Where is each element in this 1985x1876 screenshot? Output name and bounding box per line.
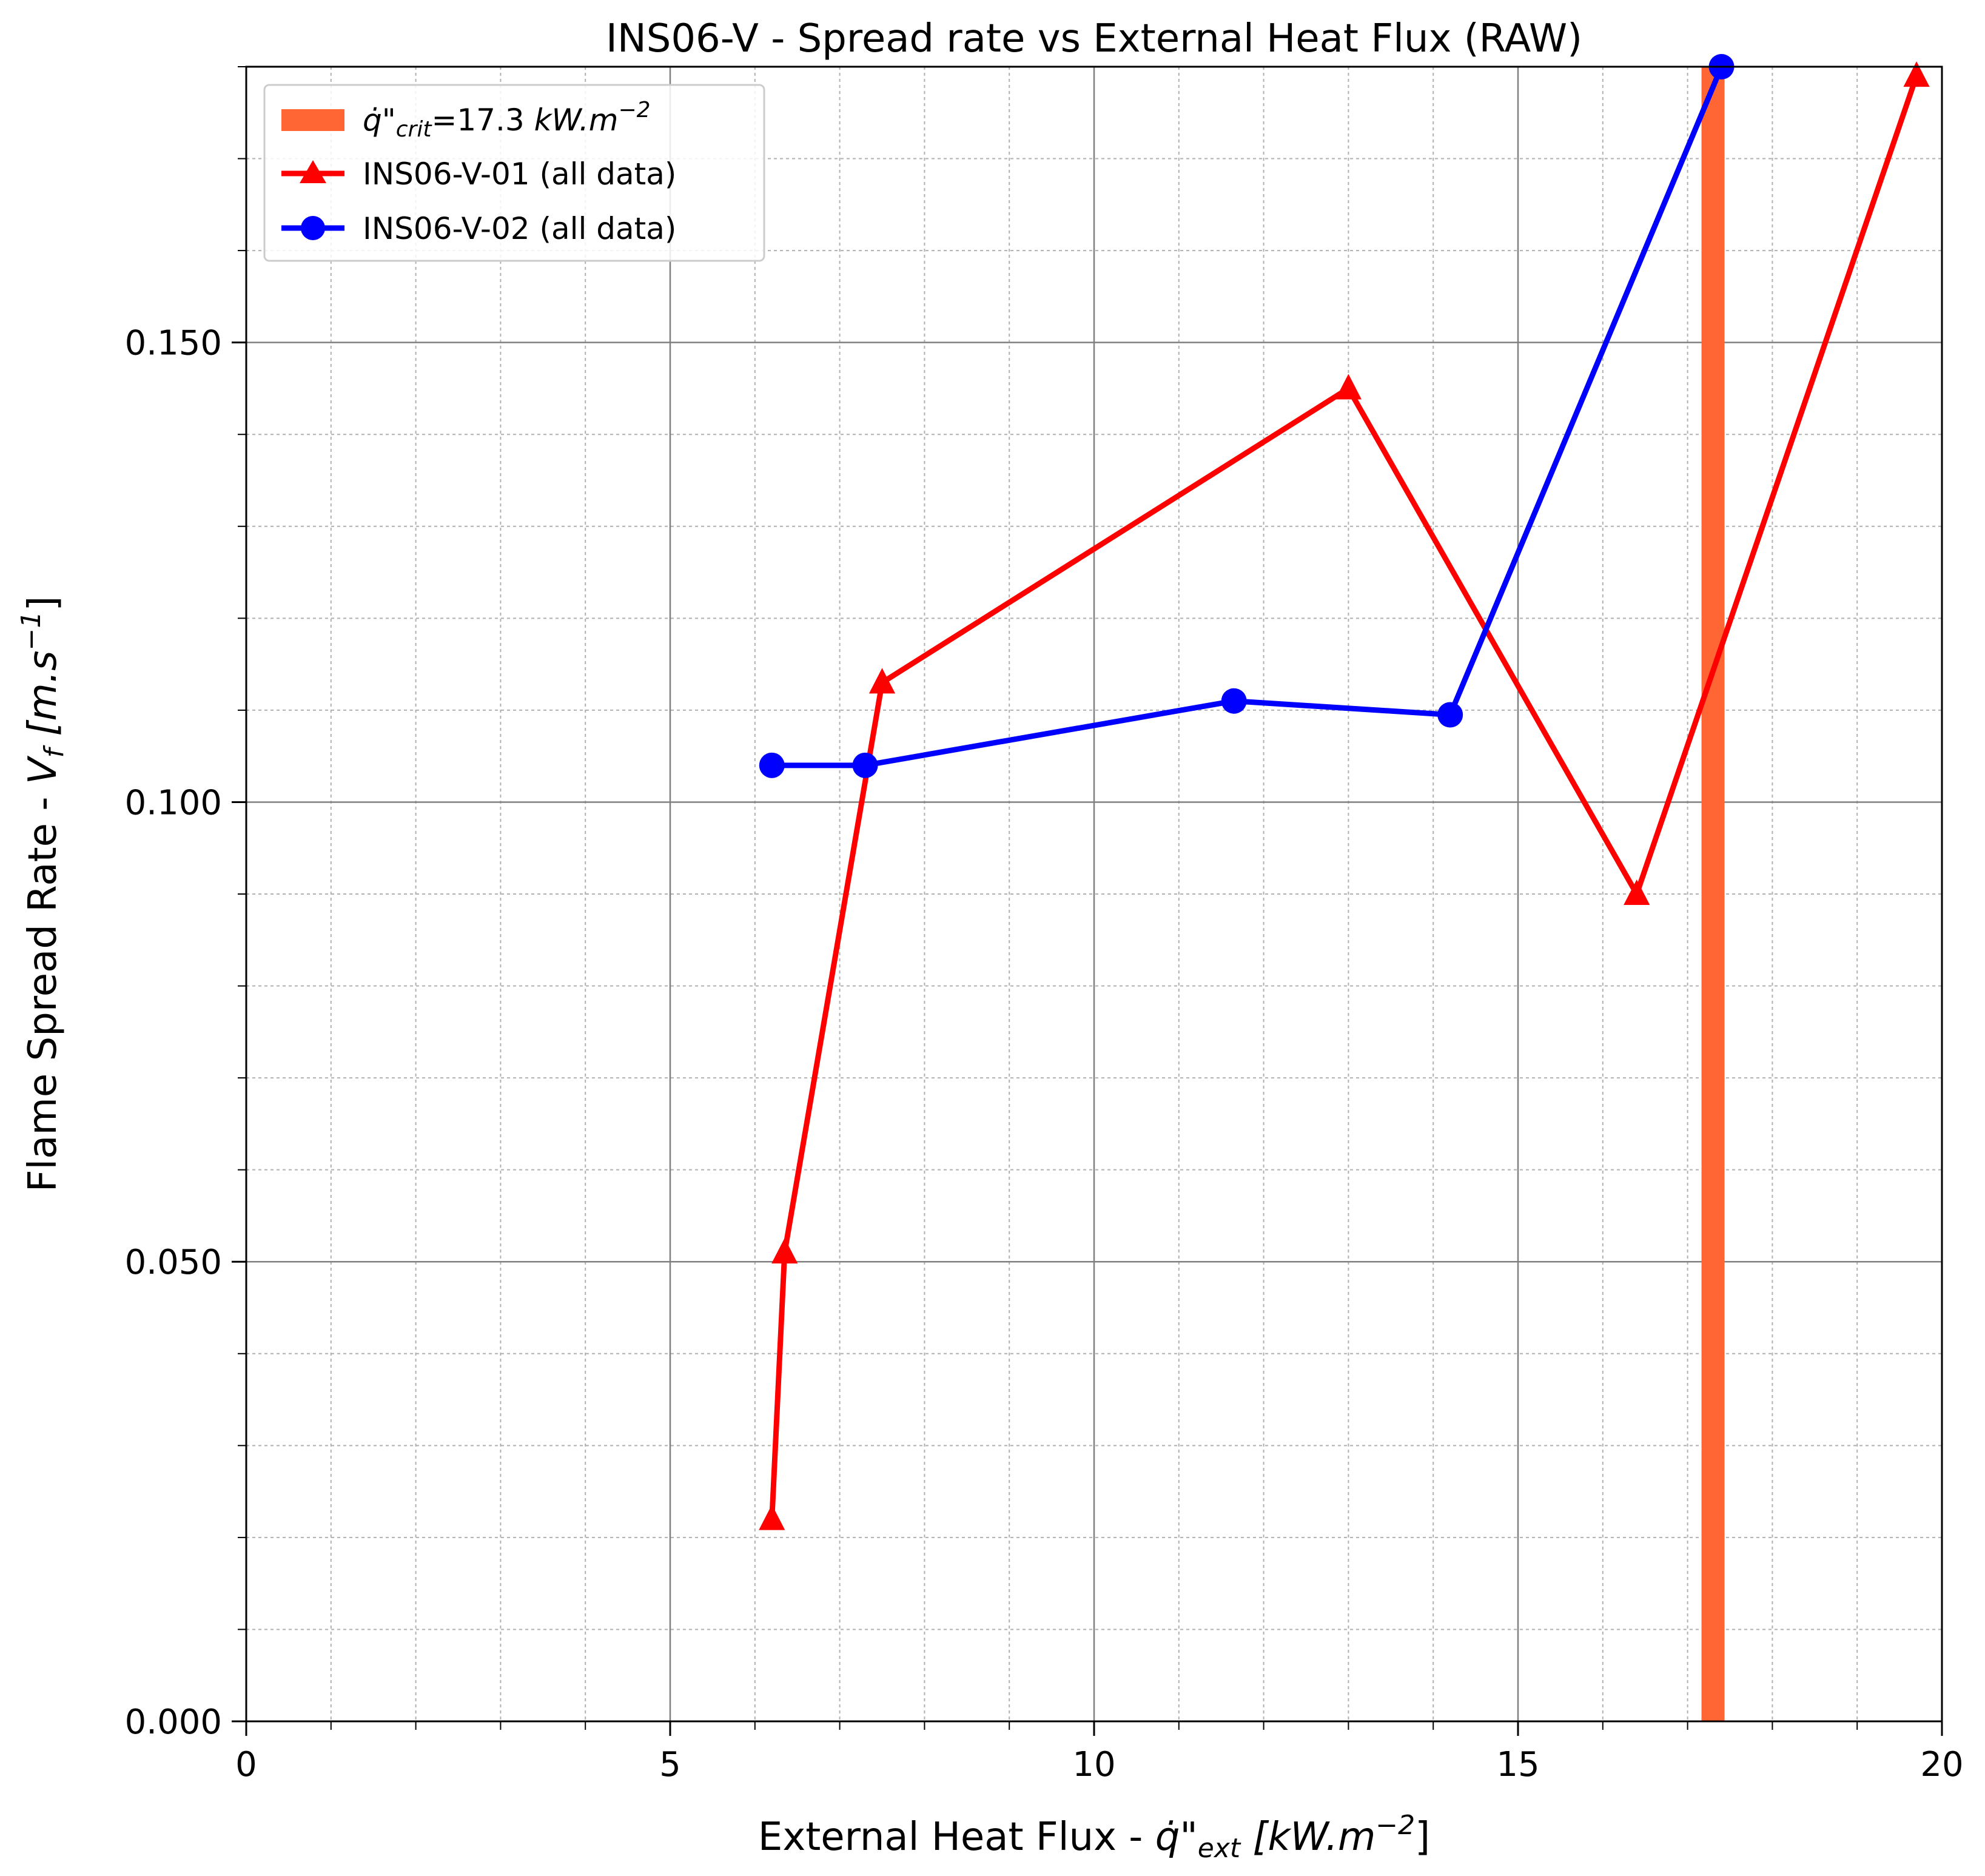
series-1-point <box>868 668 896 694</box>
y-axis-label-v: V <box>21 755 65 784</box>
legend-critical-exp: −2 <box>619 98 651 123</box>
x-tick-label: 15 <box>1496 1745 1539 1784</box>
legend-critical-q: q̇" <box>363 103 396 138</box>
series-2-point <box>759 752 785 778</box>
svg-text:External Heat Flux - q̇"ext [k: External Heat Flux - q̇"ext [kW.m−2] <box>758 1810 1430 1864</box>
series-line-1 <box>769 75 1920 1519</box>
x-axis-label: External Heat Flux - q̇"ext [kW.m−2] <box>758 1810 1430 1864</box>
legend-label-series-1: INS06-V-01 (all data) <box>363 156 676 192</box>
legend-critical-unit: kW.m <box>534 103 619 138</box>
legend-marker-series-1 <box>300 160 326 183</box>
x-tick-label: 10 <box>1072 1745 1115 1784</box>
plot-area: 0 5 10 15 20 0.000 0.050 0.100 0.150 <box>125 54 1964 1784</box>
legend-box <box>263 84 765 262</box>
x-tick-label: 5 <box>659 1745 681 1784</box>
series-1-point <box>771 1238 798 1264</box>
series-1-point <box>1335 374 1362 400</box>
series-1-point <box>1903 61 1930 87</box>
y-axis-label-unit: [m.s <box>21 651 65 748</box>
chart-title: INS06-V - Spread rate vs External Heat F… <box>606 16 1582 61</box>
legend-marker-series-2 <box>301 216 325 240</box>
legend: q̇"crit=17.3 kW.m−2 INS06-V-01 (all data… <box>263 84 765 262</box>
x-axis-label-main: External Heat Flux - <box>758 1815 1155 1860</box>
marker-layer <box>759 54 1930 1530</box>
series-2-point <box>1437 702 1463 728</box>
y-axis-label-main: Flame Spread Rate - <box>21 784 65 1192</box>
x-axis-label-exp: −2 <box>1375 1810 1415 1841</box>
svg-text:q̇"crit=17.3 kW.m−2: q̇"crit=17.3 kW.m−2 <box>363 98 651 142</box>
y-axis-label: Flame Spread Rate - Vf [m.s−1] <box>16 596 70 1192</box>
y-tick-label: 0.050 <box>125 1243 222 1282</box>
series-1-point <box>1624 879 1650 905</box>
x-axis-label-q: q̇" <box>1155 1815 1198 1860</box>
series-2-point <box>852 752 878 778</box>
series-1-point <box>759 1504 785 1530</box>
legend-label-series-2: INS06-V-02 (all data) <box>363 211 676 246</box>
y-axis-label-exp: −1 <box>16 611 47 651</box>
legend-swatch-critical-flux <box>281 109 344 131</box>
y-tick-label: 0.100 <box>125 783 222 822</box>
y-axis-label-close: ] <box>21 596 65 611</box>
legend-critical-sub: crit <box>396 117 433 142</box>
y-tick-label: 0.000 <box>125 1703 222 1742</box>
svg-text:Flame Spread Rate - Vf [m.s−1]: Flame Spread Rate - Vf [m.s−1] <box>16 596 70 1192</box>
x-axis-label-close: ] <box>1415 1815 1430 1860</box>
series-2-point <box>1221 688 1247 714</box>
x-axis-label-unit: [kW.m <box>1240 1815 1375 1860</box>
tick-layer: 0 5 10 15 20 0.000 0.050 0.100 0.150 <box>125 66 1964 1784</box>
x-tick-label: 20 <box>1920 1745 1963 1784</box>
legend-critical-eq: =17.3 <box>431 103 534 138</box>
x-tick-label: 0 <box>235 1745 257 1784</box>
y-tick-label: 0.150 <box>125 324 222 363</box>
x-axis-label-sub: ext <box>1198 1833 1241 1864</box>
